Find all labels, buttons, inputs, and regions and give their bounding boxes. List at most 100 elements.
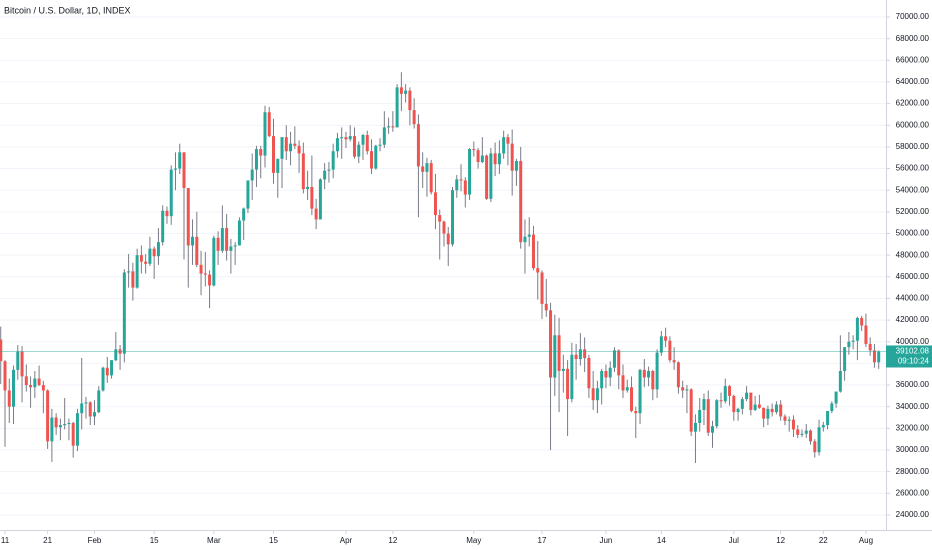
candle-body <box>813 441 817 453</box>
candle-body <box>544 303 548 311</box>
x-tick-label: 14 <box>657 536 666 545</box>
candle-body <box>463 180 467 195</box>
candle-body <box>608 367 612 378</box>
candle-body <box>864 325 868 344</box>
x-tick-label: 12 <box>776 536 785 545</box>
candle-body <box>809 430 813 442</box>
candle-body <box>416 124 420 167</box>
candle-body <box>20 351 24 377</box>
x-tick-label: Feb <box>88 536 102 545</box>
candle-body <box>595 388 599 401</box>
candle-body <box>506 137 510 144</box>
candle-body <box>855 317 859 341</box>
candle-body <box>122 272 126 354</box>
candle-body <box>421 166 425 172</box>
candle-body <box>203 273 207 275</box>
candle-body <box>101 367 105 391</box>
candle-body <box>254 149 258 170</box>
candle-body <box>651 370 655 390</box>
candle-body <box>195 236 199 265</box>
candle-body <box>693 422 697 432</box>
candle-body <box>531 234 535 269</box>
candle-body <box>12 369 16 407</box>
candle-body <box>745 392 749 400</box>
candle-body <box>446 233 450 245</box>
x-tick-label: 17 <box>538 536 547 545</box>
candle-body <box>54 417 58 428</box>
y-tick-label: 32000.00 <box>896 423 930 432</box>
last-price-label: 39102.08 <box>896 347 930 356</box>
candle-body <box>753 404 757 410</box>
candle-body <box>514 160 518 171</box>
candle-body <box>638 369 642 414</box>
y-tick-label: 40000.00 <box>896 337 930 346</box>
candle-body <box>826 411 830 426</box>
y-tick-label: 70000.00 <box>896 12 930 21</box>
candle-body <box>229 246 233 251</box>
candle-body <box>289 143 293 152</box>
candle-body <box>549 310 553 378</box>
candle-body <box>84 402 88 404</box>
candle-body <box>391 126 395 128</box>
x-tick-label: Jul <box>729 536 739 545</box>
candle-body <box>233 245 237 247</box>
candle-body <box>659 336 663 353</box>
candle-body <box>604 370 608 378</box>
candle-body <box>834 391 838 404</box>
candle-body <box>843 347 847 371</box>
x-tick-label: May <box>466 536 481 545</box>
candle-body <box>3 361 7 391</box>
candle-body <box>723 386 727 402</box>
candle-body <box>587 357 591 389</box>
y-tick-label: 30000.00 <box>896 445 930 454</box>
candle-body <box>327 169 331 171</box>
candle-body <box>399 87 403 94</box>
candle-body <box>276 158 280 173</box>
candle-body <box>97 390 101 413</box>
candle-body <box>770 408 774 413</box>
candle-body <box>540 272 544 304</box>
x-tick-label: Aug <box>859 536 873 545</box>
candle-body <box>29 385 33 388</box>
candle-body <box>382 127 386 145</box>
candle-body <box>728 386 732 396</box>
candle-body <box>365 134 369 152</box>
candle-body <box>685 389 689 391</box>
candle-body <box>787 419 791 421</box>
candle-body <box>455 179 459 191</box>
candle-body <box>156 242 160 257</box>
candle-body <box>476 150 480 163</box>
last-price-box <box>886 345 932 368</box>
candle-body <box>50 417 54 442</box>
candle-body <box>838 370 842 392</box>
candle-body <box>583 349 587 358</box>
candle-body <box>148 248 152 264</box>
candle-body <box>216 237 220 251</box>
candle-body <box>88 402 92 417</box>
y-tick-label: 42000.00 <box>896 315 930 324</box>
candle-body <box>378 144 382 146</box>
candle-body <box>37 378 41 386</box>
candle-body <box>710 426 714 433</box>
candle-body <box>0 339 3 362</box>
candle-body <box>199 264 203 274</box>
candle-body <box>472 149 476 151</box>
candle-body <box>591 388 595 401</box>
candle-body <box>370 151 374 169</box>
x-tick-label: Mar <box>207 536 221 545</box>
candle-body <box>352 136 356 157</box>
candle-body <box>212 237 216 286</box>
y-tick-label: 36000.00 <box>896 380 930 389</box>
x-tick-label: 12 <box>388 536 397 545</box>
candle-body <box>323 170 327 180</box>
candle-body <box>706 399 710 433</box>
candle-body <box>804 430 808 434</box>
candle-body <box>58 425 62 428</box>
candle-body <box>135 255 139 288</box>
y-tick-label: 60000.00 <box>896 120 930 129</box>
candle-body <box>600 370 604 389</box>
candle-body <box>872 350 876 363</box>
candle-body <box>634 411 638 414</box>
candle-body <box>557 335 561 371</box>
